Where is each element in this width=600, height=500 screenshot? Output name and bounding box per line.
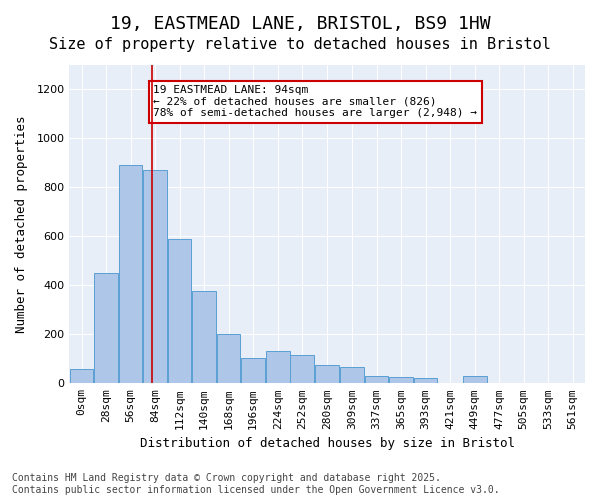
Bar bbox=[94, 273, 118, 384]
Bar bbox=[290, 355, 314, 384]
Bar bbox=[119, 166, 142, 384]
Bar bbox=[143, 170, 167, 384]
Bar bbox=[365, 376, 388, 384]
Text: Contains HM Land Registry data © Crown copyright and database right 2025.
Contai: Contains HM Land Registry data © Crown c… bbox=[12, 474, 500, 495]
Text: 19, EASTMEAD LANE, BRISTOL, BS9 1HW: 19, EASTMEAD LANE, BRISTOL, BS9 1HW bbox=[110, 15, 490, 33]
Y-axis label: Number of detached properties: Number of detached properties bbox=[15, 116, 28, 333]
Text: 19 EASTMEAD LANE: 94sqm
← 22% of detached houses are smaller (826)
78% of semi-d: 19 EASTMEAD LANE: 94sqm ← 22% of detache… bbox=[154, 85, 478, 118]
Bar bbox=[241, 358, 265, 384]
Bar bbox=[70, 368, 94, 384]
X-axis label: Distribution of detached houses by size in Bristol: Distribution of detached houses by size … bbox=[140, 437, 515, 450]
Bar bbox=[266, 352, 290, 384]
Bar bbox=[168, 239, 191, 384]
Bar bbox=[315, 365, 338, 384]
Bar bbox=[340, 368, 364, 384]
Bar bbox=[193, 292, 216, 384]
Bar bbox=[217, 334, 241, 384]
Bar bbox=[414, 378, 437, 384]
Bar bbox=[463, 376, 487, 384]
Bar bbox=[389, 377, 413, 384]
Text: Size of property relative to detached houses in Bristol: Size of property relative to detached ho… bbox=[49, 38, 551, 52]
